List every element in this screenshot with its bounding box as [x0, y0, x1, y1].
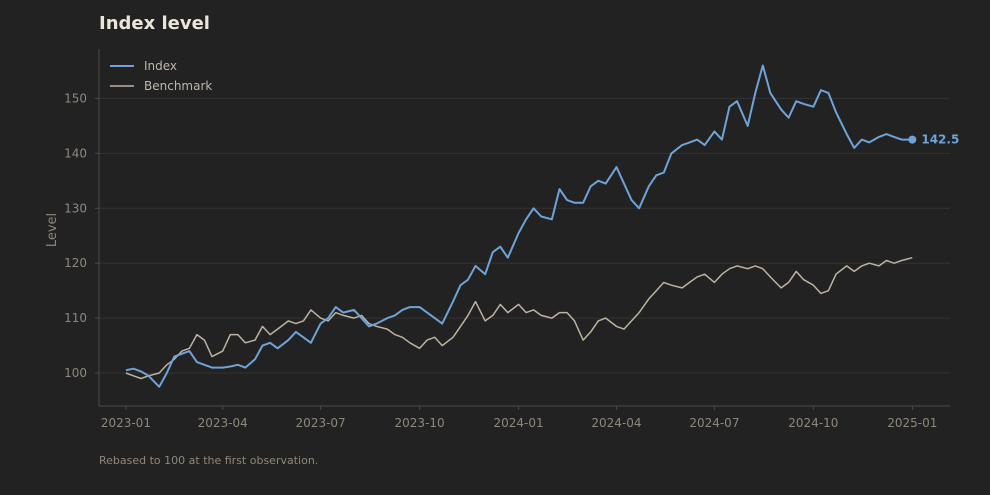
- x-tick-label: 2023-04: [198, 416, 248, 430]
- x-tick-label: 2025-01: [887, 416, 937, 430]
- axis-layer: 100 110 120 130 140 150 2023-01 2023-04 2023-07 2…: [64, 49, 950, 430]
- x-tick-label: 2024-07: [689, 416, 739, 430]
- y-tick-label: 150: [64, 91, 87, 105]
- footnote: Rebased to 100 at the first observation.: [99, 454, 319, 467]
- x-tick-label: 2023-07: [296, 416, 346, 430]
- x-tick-label: 2023-01: [101, 416, 151, 430]
- y-tick-label: 130: [64, 201, 87, 215]
- y-tick-label: 110: [64, 311, 87, 325]
- grid-layer: [99, 97, 950, 374]
- series-line-benchmark: [125, 256, 913, 380]
- chart-title: Index level: [99, 13, 210, 34]
- y-axis-label: Level: [45, 213, 60, 247]
- end-value-label: 142.5: [921, 133, 959, 147]
- y-tick-label: 140: [64, 146, 87, 160]
- series-layer: 142.5: [125, 64, 959, 388]
- x-tick-label: 2024-04: [591, 416, 641, 430]
- legend-label-benchmark: Benchmark: [144, 79, 212, 93]
- legend-label-index: Index: [144, 59, 177, 73]
- series-line-index: [125, 64, 913, 388]
- x-tick-label: 2024-10: [788, 416, 838, 430]
- end-point-marker: [908, 135, 917, 144]
- x-tick-label: 2024-01: [494, 416, 544, 430]
- y-tick-label: 100: [64, 366, 87, 380]
- y-tick-label: 120: [64, 256, 87, 270]
- x-tick-label: 2023-10: [395, 416, 445, 430]
- legend: Index Benchmark: [110, 59, 212, 93]
